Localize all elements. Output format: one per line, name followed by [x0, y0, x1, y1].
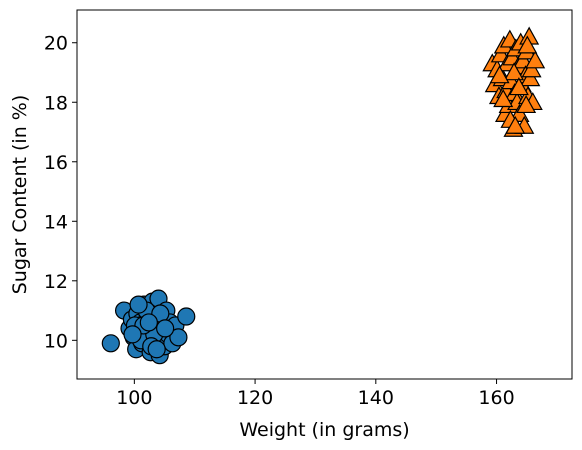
- x-tick-label: 100: [116, 387, 152, 409]
- data-point-triangle: [505, 115, 526, 134]
- x-tick-label: 140: [358, 387, 394, 409]
- y-tick-label: 10: [44, 330, 68, 352]
- y-tick-label: 16: [44, 152, 68, 174]
- data-point-triangle: [520, 68, 541, 87]
- x-tick-label: 120: [237, 387, 273, 409]
- data-point-circle: [147, 340, 166, 359]
- data-point-circle: [123, 325, 142, 344]
- data-point-circle: [156, 319, 175, 338]
- data-point-triangle: [517, 35, 538, 54]
- x-axis-label: Weight (in grams): [239, 419, 409, 441]
- data-point-triangle: [493, 89, 514, 108]
- y-tick-label: 20: [44, 33, 68, 55]
- y-axis-ticks: 10 12 14 16 18 20: [44, 33, 77, 352]
- data-point-circle: [169, 328, 188, 347]
- y-axis-label: Sugar Content (in %): [9, 95, 31, 295]
- data-point-circle: [129, 295, 148, 314]
- data-point-triangle: [508, 77, 529, 96]
- data-point-triangle: [504, 62, 525, 81]
- y-tick-label: 18: [44, 92, 68, 114]
- data-point-triangle: [489, 65, 510, 84]
- plot-frame: [76, 9, 573, 380]
- data-point-circle: [101, 334, 120, 353]
- y-tick-label: 14: [44, 211, 68, 233]
- points-layer: [101, 26, 546, 365]
- data-point-triangle: [513, 50, 534, 69]
- data-point-triangle: [516, 94, 537, 114]
- data-point-triangle: [521, 59, 542, 78]
- x-tick-label: 160: [478, 387, 514, 409]
- y-tick-label: 12: [44, 271, 68, 293]
- data-point-triangle: [525, 50, 546, 69]
- data-point-circle: [177, 307, 196, 326]
- data-point-circle: [139, 313, 158, 332]
- x-axis-ticks: 100 120 140 160: [116, 379, 515, 409]
